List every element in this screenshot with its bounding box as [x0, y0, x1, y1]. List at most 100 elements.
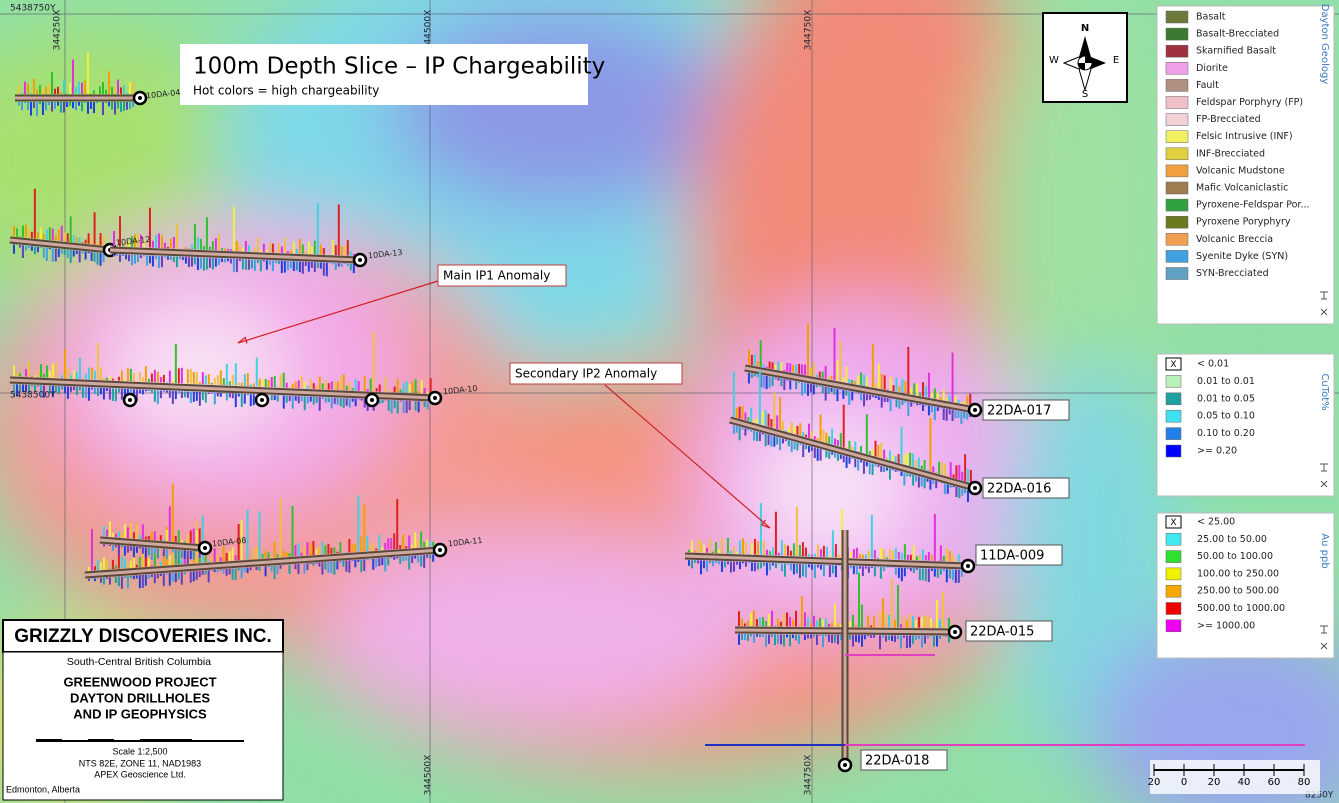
legends: Dayton Geology Basalt Basalt-Brecciated Ska… [1156, 4, 1335, 659]
legend-label: Pyroxene-Feldspar Por... [1196, 200, 1310, 211]
drillhole-trace [684, 554, 969, 568]
compass-n: N [1081, 23, 1089, 34]
legend-swatch [1165, 533, 1182, 546]
legend-swatch [1165, 27, 1189, 41]
grid-coordinate: 344500X [424, 10, 434, 51]
drillhole-label: 11DA-009 [980, 549, 1044, 564]
collar [438, 548, 442, 552]
legend-swatch [1165, 427, 1182, 440]
drillhole-label: 10DA-04 [146, 88, 181, 101]
compass-e: E [1113, 55, 1119, 66]
legend-swatch [1165, 267, 1189, 280]
map-subtitle: Hot colors = high chargeability [193, 84, 379, 98]
legend-swatch [1165, 250, 1189, 263]
scale: Scale 1:2,500 [112, 746, 167, 756]
drillhole-label: 22DA-015 [970, 625, 1034, 640]
drillhole-label-box [982, 399, 1070, 421]
legend-label: 0.05 to 0.10 [1197, 411, 1255, 422]
legend-swatch [1165, 215, 1189, 229]
legend-close-icon [1320, 308, 1328, 316]
scale-bar: 20 0 20 40 60 80 [1148, 760, 1320, 794]
legend-panel [1156, 512, 1335, 659]
compass-w: W [1049, 55, 1059, 66]
legend-label: 0.01 to 0.05 [1197, 393, 1255, 404]
legend-label: Basalt [1196, 12, 1226, 23]
legend-swatch [1165, 567, 1182, 581]
legend-swatch [1165, 392, 1182, 406]
drillhole-label: 22DA-018 [865, 754, 929, 769]
compass-s: S [1082, 89, 1088, 100]
legend-swatch [1165, 10, 1189, 24]
legend-swatch [1165, 357, 1182, 371]
legend-label: 0.10 to 0.20 [1197, 428, 1255, 439]
legend-pin-icon [1320, 291, 1328, 300]
legend-label: Skarnified Basalt [1196, 46, 1276, 57]
legend-marker: X [1170, 360, 1176, 370]
project-line: DAYTON DRILLHOLES [70, 690, 210, 705]
scale-label: 20 [1208, 777, 1221, 788]
drillhole-label: 10DA-08 [212, 536, 247, 549]
title-block: GRIZZLY DISCOVERIES INC. South-Central B… [2, 619, 284, 801]
title-box [180, 44, 588, 105]
legend-swatch [1165, 584, 1182, 598]
legend-swatch [1165, 113, 1189, 126]
legend-close-icon [1320, 642, 1328, 650]
grid-coordinate: 344750X [804, 10, 814, 51]
collar [358, 258, 362, 262]
legend-panel [1156, 353, 1335, 497]
grid-coordinate: 344250X [53, 10, 63, 51]
annotation-arrow [604, 384, 771, 529]
legend-marker: X [1170, 518, 1176, 528]
collar [966, 564, 970, 568]
legend-swatch [1165, 198, 1189, 212]
legend-title: Dayton Geology [1319, 4, 1330, 85]
drillhole-label: 22DA-016 [987, 482, 1051, 497]
legend-swatch [1165, 444, 1182, 458]
legend-swatch [1165, 515, 1182, 529]
collar [138, 96, 142, 100]
annotation-arrowhead [237, 336, 248, 344]
legend-swatch [1165, 550, 1182, 563]
drillhole-label-box [965, 620, 1053, 642]
annotation: Main IP1 Anomaly [443, 269, 550, 283]
legend-swatch [1165, 409, 1182, 423]
legend-label: Basalt-Brecciated [1196, 29, 1279, 40]
legend-label: INF-Brecciated [1196, 148, 1265, 159]
grid-coordinate: 5438750Y [10, 4, 56, 14]
legend-label: SYN-Brecciated [1196, 268, 1269, 279]
project-line: GREENWOOD PROJECT [63, 674, 216, 689]
scale-label: 20 [1148, 777, 1161, 788]
drillhole-label: 10DA-12 [116, 235, 151, 248]
legend-label: Pyroxene Poryphyry [1196, 217, 1291, 228]
collar [203, 546, 207, 550]
scale-label: 80 [1298, 777, 1311, 788]
drillhole-trace [9, 378, 436, 400]
collar [370, 398, 374, 402]
scale-label: 0 [1181, 777, 1187, 788]
city: Edmonton, Alberta [6, 784, 80, 794]
legend-swatch [1165, 619, 1182, 633]
region: South-Central British Columbia [67, 656, 211, 668]
legend-label: 250.00 to 500.00 [1197, 586, 1279, 597]
legend-swatch [1165, 130, 1189, 143]
legend-swatch [1165, 602, 1182, 615]
legend-label: Syenite Dyke (SYN) [1196, 251, 1288, 262]
legend-label: >= 0.20 [1197, 446, 1237, 457]
drillhole-label-box [860, 749, 948, 771]
north-arrow: N S W E [1042, 12, 1128, 103]
legend-title: Au ppb [1319, 533, 1330, 568]
legend-label: >= 1000.00 [1197, 620, 1255, 631]
drillhole-label-box [982, 477, 1070, 499]
company-name: GRIZZLY DISCOVERIES INC. [14, 626, 272, 647]
legend-label: 50.00 to 100.00 [1197, 551, 1273, 562]
annotation-arrowhead [760, 519, 771, 529]
legend-swatch [1165, 375, 1182, 388]
legend-label: Feldspar Porphyry (FP) [1196, 97, 1303, 108]
drillhole-trace [744, 366, 976, 412]
legend-swatch [1165, 79, 1189, 92]
legend-label: Diorite [1196, 63, 1228, 74]
drillhole-label-box [975, 544, 1063, 566]
collar [953, 630, 957, 634]
